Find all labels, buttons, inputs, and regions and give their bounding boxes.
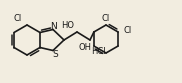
Text: S: S	[52, 49, 58, 59]
Text: Cl: Cl	[102, 14, 110, 22]
Text: HCl: HCl	[92, 46, 106, 56]
Text: HO: HO	[62, 21, 74, 29]
Text: Cl: Cl	[14, 14, 22, 22]
Text: Cl: Cl	[124, 25, 132, 35]
Text: OH: OH	[78, 42, 92, 51]
Text: N: N	[51, 21, 57, 30]
